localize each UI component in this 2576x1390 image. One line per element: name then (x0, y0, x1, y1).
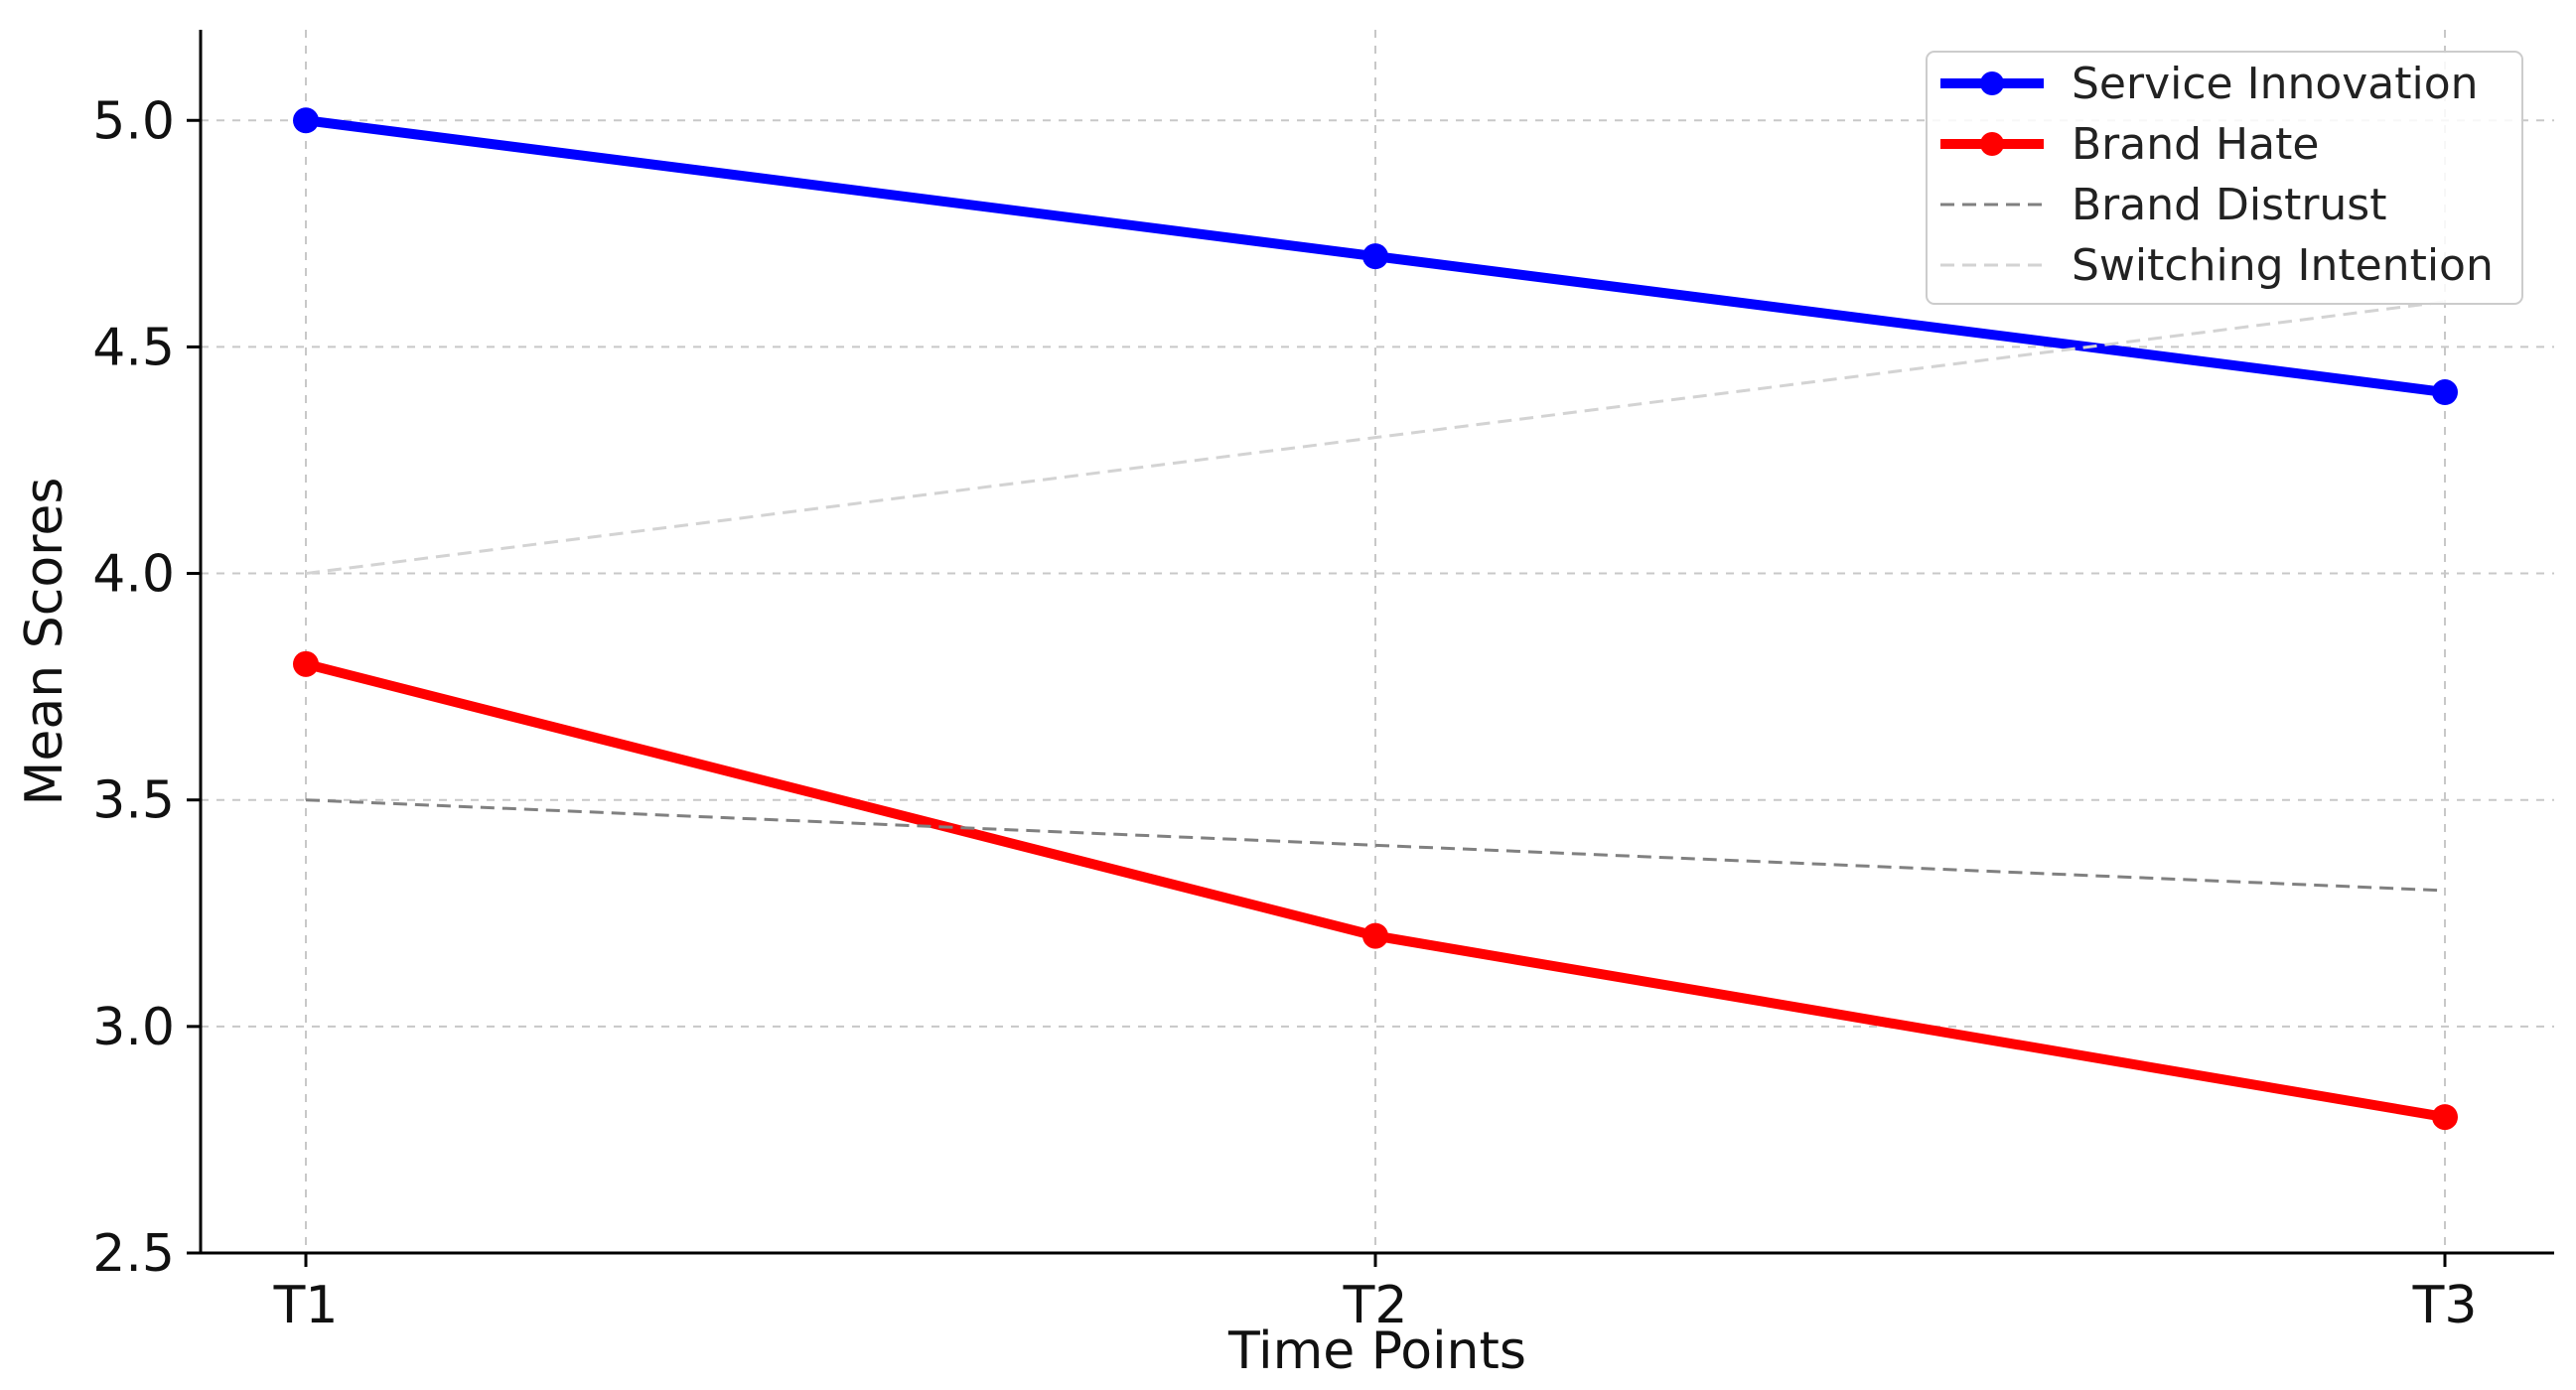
series-line-switching-intention (305, 300, 2446, 576)
legend: Service Innovation Brand Hate Brand Distru… (1926, 51, 2523, 305)
series-line-brand-distrust (305, 798, 2446, 893)
legend-label-service-innovation: Service Innovation (2072, 59, 2479, 109)
y-tick-label: 4.5 (92, 318, 175, 377)
tick-labels: 2.5 3.0 3.5 4.0 4.5 5.0 T1 T2 T3 (92, 91, 2477, 1335)
data-point-service-innovation (2432, 379, 2458, 406)
x-tick-label: T1 (273, 1276, 339, 1335)
data-point-service-innovation (293, 107, 319, 134)
y-tick-label: 5.0 (92, 91, 175, 151)
x-tick-label: T3 (2412, 1276, 2478, 1335)
legend-label-switching-intention: Switching Intention (2072, 240, 2494, 291)
x-tick-label: T2 (1343, 1276, 1408, 1335)
y-tick-label: 3.0 (92, 998, 175, 1057)
y-axis-title: Mean Scores (15, 478, 74, 806)
data-point-brand-hate (2432, 1104, 2458, 1131)
legend-marker-service-innovation (1980, 71, 2004, 95)
y-tick-label: 4.0 (92, 545, 175, 605)
data-point-brand-hate (1362, 922, 1388, 949)
legend-label-brand-hate: Brand Hate (2072, 119, 2319, 170)
x-axis-title: Time Points (1227, 1321, 1526, 1381)
legend-box (1926, 51, 2523, 305)
legend-label-brand-distrust: Brand Distrust (2072, 180, 2386, 230)
data-point-brand-hate (293, 650, 319, 677)
axes (187, 30, 2554, 1267)
y-tick-label: 2.5 (92, 1224, 175, 1284)
series-lines (293, 107, 2458, 1131)
legend-marker-brand-hate (1980, 132, 2004, 156)
y-tick-label: 3.5 (92, 771, 175, 831)
data-point-service-innovation (1362, 243, 1388, 270)
